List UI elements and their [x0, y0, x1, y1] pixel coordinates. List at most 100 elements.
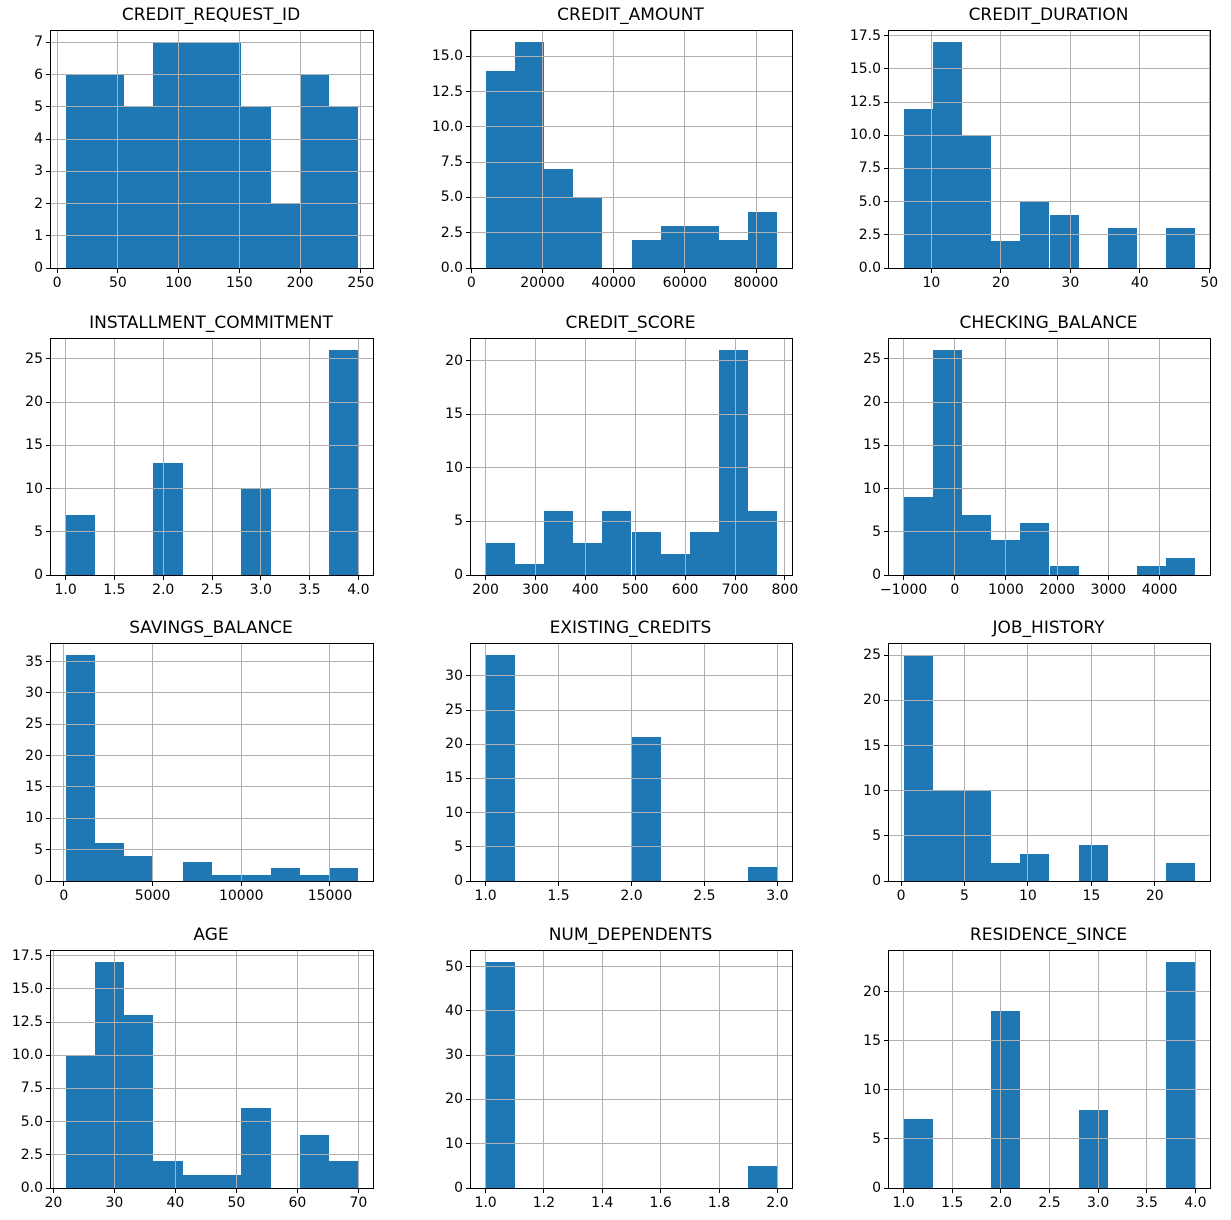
x-tick-mark: [1146, 1189, 1148, 1193]
y-tick-mark: [884, 358, 888, 360]
gridline-vertical: [296, 951, 298, 1188]
y-tick-label: 35: [25, 653, 43, 670]
y-tick-mark: [884, 267, 888, 269]
y-tick-mark: [466, 1054, 470, 1056]
x-tick-label: 40: [1130, 275, 1149, 291]
x-tick-label: 200: [286, 275, 314, 291]
histogram-bar: [329, 106, 359, 268]
gridline-vertical: [684, 31, 686, 268]
y-tick-label: 0: [872, 873, 881, 889]
x-tick-label: 150: [225, 275, 253, 291]
x-tick-label: 5: [960, 888, 969, 904]
gridline-vertical: [1154, 644, 1156, 881]
y-tick-label: 15: [863, 437, 881, 454]
y-tick-label: 10.0: [11, 1047, 43, 1064]
gridline-horizontal: [51, 849, 373, 851]
y-tick-label: 5: [454, 513, 463, 530]
subplot-residence_since: RESIDENCE_SINCE 0 5 10 15 20 1.0 1.5 2.0 2.5 3.0 3.…: [820, 915, 1230, 1220]
gridline-horizontal: [471, 966, 792, 968]
gridline-horizontal: [889, 167, 1210, 169]
x-tick-label: 0: [896, 888, 906, 904]
y-tick-mark: [46, 401, 50, 403]
chart-title: CREDIT_AMOUNT: [557, 5, 704, 25]
x-tick-label: −1000: [879, 582, 928, 598]
histogram-bar: [991, 241, 1021, 268]
y-tick-mark: [46, 1187, 50, 1189]
gridline-horizontal: [51, 692, 373, 694]
gridline-horizontal: [51, 74, 373, 76]
x-tick-label: 2.0: [620, 888, 643, 904]
gridline-vertical: [1069, 31, 1071, 268]
gridline-horizontal: [51, 755, 373, 757]
histogram-bar: [631, 239, 661, 268]
y-tick-label: 0.0: [20, 1180, 43, 1196]
plot-area: [888, 643, 1211, 882]
gridline-horizontal: [471, 232, 792, 234]
subplot-num_dependents: NUM_DEPENDENTS 0 10 20 30 40 50 1.0 1.2 1.4 1.6 1.8…: [410, 915, 820, 1220]
x-tick-label: 40: [166, 1195, 185, 1211]
x-tick-label: 2000: [1039, 582, 1075, 598]
gridline-horizontal: [471, 55, 792, 57]
x-tick-label: 80000: [733, 275, 779, 291]
y-tick-mark: [466, 574, 470, 576]
y-tick-mark: [46, 1154, 50, 1156]
gridline-horizontal: [889, 35, 1210, 37]
y-tick-label: 15: [25, 437, 43, 454]
gridline-vertical: [1005, 339, 1007, 575]
gridline-vertical: [63, 644, 65, 881]
histogram-bar: [719, 350, 749, 575]
histogram-bar: [631, 532, 661, 575]
x-tick-mark: [485, 576, 487, 580]
y-tick-label: 0: [872, 567, 881, 583]
subplot-installment_commitment: INSTALLMENT_COMMITMENT 0 5 10 15 20 25 1.0 1.5 2.…: [0, 300, 410, 605]
x-tick-label: 30: [105, 1195, 124, 1211]
y-tick-mark: [466, 126, 470, 128]
gridline-vertical: [471, 31, 472, 268]
x-tick-mark: [485, 882, 487, 886]
x-tick-mark: [1107, 576, 1109, 580]
gridline-horizontal: [889, 531, 1210, 533]
y-tick-mark: [884, 488, 888, 490]
x-tick-label: 2.5: [200, 582, 224, 598]
y-tick-mark: [46, 955, 50, 957]
y-tick-label: 17.5: [849, 27, 881, 44]
x-tick-mark: [65, 576, 67, 580]
x-tick-mark: [631, 882, 632, 886]
y-tick-label: 10: [445, 804, 463, 821]
gridline-vertical: [299, 31, 301, 268]
y-tick-mark: [46, 235, 50, 237]
plot-area: [470, 643, 793, 882]
gridline-horizontal: [471, 1098, 792, 1100]
x-tick-label: 20: [991, 275, 1010, 291]
x-tick-label: 1.6: [649, 1195, 672, 1211]
y-tick-label: 10: [863, 480, 881, 497]
subplot-age: AGE 0.0 2.5 5.0 7.5 10.0 12.5 15.0 17.5 20 30 40 50 6…: [0, 915, 410, 1220]
x-tick-label: 10000: [218, 888, 264, 904]
y-tick-label: 30: [445, 1047, 463, 1064]
y-tick-mark: [466, 846, 470, 848]
histogram-bar: [543, 169, 574, 268]
x-tick-label: 4000: [1141, 582, 1178, 598]
x-tick-mark: [178, 269, 180, 273]
gridline-horizontal: [471, 520, 792, 522]
x-tick-mark: [951, 1189, 953, 1193]
x-tick-mark: [903, 1189, 905, 1193]
histogram-bar: [241, 874, 271, 881]
gridline-vertical: [631, 644, 632, 881]
histogram-bar: [660, 553, 690, 575]
x-tick-label: 60000: [662, 275, 708, 291]
y-tick-label: 20: [863, 692, 881, 709]
x-tick-mark: [240, 882, 242, 886]
y-tick-mark: [884, 654, 888, 656]
gridline-horizontal: [471, 161, 792, 163]
gridline-vertical: [1000, 951, 1002, 1188]
x-tick-label: 2.0: [152, 582, 175, 598]
histogram-bar: [299, 874, 330, 881]
x-tick-mark: [1208, 269, 1210, 273]
y-tick-label: 10: [445, 1135, 463, 1152]
y-tick-mark: [46, 488, 50, 490]
y-tick-label: 2.5: [440, 224, 463, 241]
y-tick-mark: [466, 812, 470, 814]
x-tick-mark: [211, 576, 213, 580]
x-tick-mark: [776, 1189, 778, 1193]
